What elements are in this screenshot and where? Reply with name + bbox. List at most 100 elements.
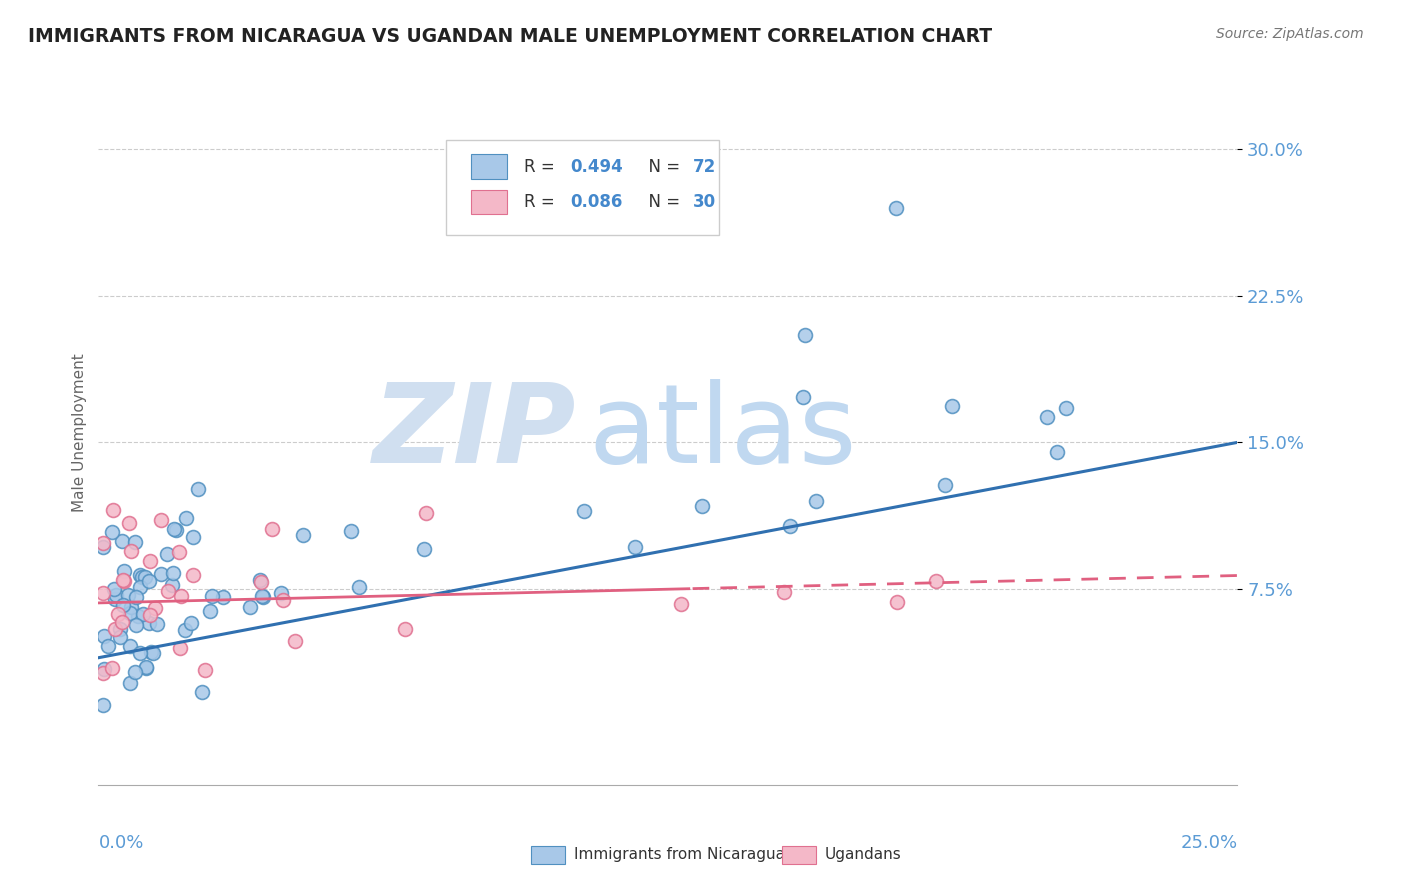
Point (191, 685, 214, 699)
Point (91, 535, 114, 549)
Point (129, 580, 152, 594)
Point (138, 574, 160, 588)
Point (250, 575, 273, 590)
Point (941, 400, 963, 414)
Point (1036, 410, 1059, 425)
Point (156, 547, 179, 561)
Point (112, 574, 135, 589)
Point (160, 578, 183, 592)
Text: 25.0%: 25.0% (1180, 834, 1237, 852)
Point (112, 564, 135, 578)
Point (183, 567, 205, 582)
Point (138, 608, 160, 623)
Point (163, 522, 186, 536)
Point (110, 631, 132, 645)
Point (165, 523, 187, 537)
Point (169, 640, 191, 655)
Point (101, 524, 124, 539)
Point (118, 676, 141, 690)
Point (239, 600, 262, 615)
Point (91, 541, 114, 555)
Point (108, 622, 131, 636)
Point (97, 639, 120, 653)
Text: N =: N = (638, 194, 686, 211)
Point (138, 616, 160, 631)
FancyBboxPatch shape (471, 154, 508, 179)
Point (884, 201, 907, 215)
Point (669, 597, 692, 611)
Point (187, 482, 209, 496)
Point (124, 534, 146, 549)
Point (141, 645, 163, 659)
Point (167, 545, 190, 559)
Point (93, 662, 115, 676)
Point (181, 530, 204, 544)
Text: R =: R = (524, 158, 561, 176)
Point (773, 584, 796, 599)
Point (292, 528, 315, 542)
Point (1054, 401, 1077, 415)
Point (132, 607, 155, 621)
Text: R =: R = (524, 194, 561, 211)
Point (150, 567, 173, 582)
Text: ZIP: ZIP (373, 379, 576, 486)
Point (415, 506, 437, 520)
Point (149, 513, 172, 527)
Point (340, 524, 363, 539)
Point (111, 574, 134, 588)
Point (412, 542, 434, 557)
Point (128, 646, 150, 660)
Point (139, 554, 162, 568)
Text: 0.0%: 0.0% (98, 834, 143, 852)
Point (131, 570, 153, 584)
Text: 0.494: 0.494 (569, 158, 623, 176)
Point (169, 589, 191, 603)
Point (792, 390, 814, 404)
Text: Ugandans: Ugandans (825, 847, 901, 863)
Point (142, 646, 165, 660)
Point (174, 511, 197, 525)
Point (120, 544, 142, 558)
Point (162, 566, 184, 580)
Point (252, 591, 274, 605)
Point (93, 629, 115, 643)
Point (103, 582, 125, 596)
Point (111, 615, 134, 629)
Point (394, 622, 416, 636)
Point (779, 519, 801, 533)
FancyBboxPatch shape (531, 847, 565, 863)
Point (252, 590, 274, 604)
Point (101, 661, 124, 675)
FancyBboxPatch shape (471, 189, 508, 214)
FancyBboxPatch shape (782, 847, 815, 863)
Point (135, 660, 157, 674)
Point (347, 580, 370, 594)
Point (91, 666, 114, 681)
Y-axis label: Male Unemployment: Male Unemployment (72, 353, 87, 512)
Point (125, 590, 148, 604)
Point (127, 608, 149, 623)
Point (180, 616, 202, 631)
Point (103, 503, 125, 517)
Point (120, 606, 142, 620)
Point (128, 567, 150, 582)
Text: Source: ZipAtlas.com: Source: ZipAtlas.com (1216, 27, 1364, 41)
Point (135, 661, 157, 675)
Point (91, 586, 114, 600)
Point (143, 601, 166, 615)
Point (886, 595, 908, 609)
Point (1046, 445, 1069, 459)
Point (117, 587, 139, 601)
Point (118, 639, 141, 653)
Text: IMMIGRANTS FROM NICARAGUA VS UGANDAN MALE UNEMPLOYMENT CORRELATION CHART: IMMIGRANTS FROM NICARAGUA VS UGANDAN MAL… (28, 27, 993, 45)
FancyBboxPatch shape (446, 140, 718, 235)
Point (793, 327, 815, 342)
Point (270, 585, 292, 599)
Point (804, 493, 827, 508)
Point (105, 588, 128, 602)
Point (174, 623, 197, 637)
Point (157, 584, 180, 599)
Point (925, 574, 948, 588)
Point (934, 478, 956, 492)
Text: N =: N = (638, 158, 686, 176)
